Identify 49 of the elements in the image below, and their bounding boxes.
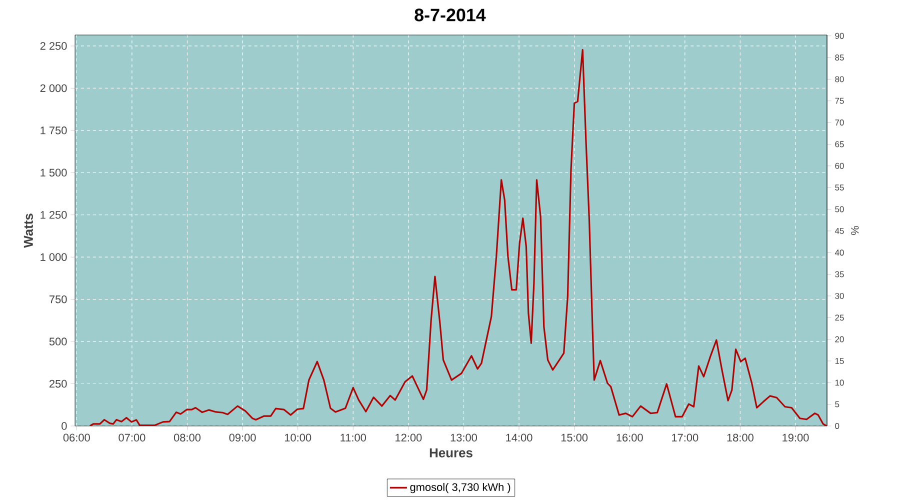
y2-tick-label: 50 (835, 206, 844, 212)
x-tick-label: 08:00 (174, 434, 201, 442)
y2-tick-label: 90 (835, 32, 844, 39)
chart-title: 8-7-2014 (414, 8, 486, 22)
line-series (89, 49, 828, 426)
y2-tick-label: 35 (835, 271, 844, 278)
x-tick-label: 09:00 (229, 434, 256, 442)
y2-tick-label: 55 (835, 184, 844, 191)
y-tick-label: 750 (50, 295, 67, 304)
y2-tick-label: 10 (835, 380, 844, 386)
y-tick-label: 1 000 (40, 253, 67, 261)
x-tick-label: 13:00 (450, 434, 477, 442)
y-axis-title: Watts (24, 214, 33, 248)
y2-tick-label: 15 (835, 358, 844, 364)
y2-tick-label: 20 (835, 336, 844, 342)
y-tick-label: 0 (62, 422, 67, 430)
x-tick-label: 19:00 (782, 434, 809, 442)
x-tick-label: 06:00 (63, 434, 90, 442)
y2-tick-label: 0 (835, 422, 840, 429)
y-tick-label: 500 (49, 338, 67, 346)
y-tick-label: 1 250 (40, 210, 67, 219)
x-tick-label: 17:00 (672, 434, 698, 442)
y2-axis-title: % (851, 226, 859, 235)
x-tick-label: 18:00 (727, 434, 754, 442)
x-tick-label: 11:00 (340, 434, 366, 442)
y2-tick-label: 75 (835, 98, 844, 104)
y-tick-label: 1 500 (40, 168, 67, 177)
y2-tick-label: 30 (835, 292, 844, 299)
x-tick-label: 07:00 (118, 434, 146, 442)
y2-tick-label: 25 (835, 314, 844, 321)
y2-tick-label: 65 (835, 141, 844, 148)
legend-label: gmosol( 3,730 kWh ) (410, 482, 510, 494)
x-tick-label: 12:00 (396, 434, 422, 442)
y-tick-label: 250 (50, 380, 67, 388)
y2-tick-label: 45 (834, 228, 844, 234)
x-axis-title: Heures (430, 448, 472, 458)
y2-tick-label: 5 (835, 401, 840, 408)
x-tick-label: 15:00 (561, 434, 588, 442)
y-tick-label: 2 250 (40, 42, 67, 50)
y2-tick-label: 60 (835, 162, 844, 169)
y2-tick-label: 40 (834, 250, 844, 256)
y2-tick-label: 80 (835, 76, 844, 82)
y2-tick-label: 85 (835, 54, 844, 61)
y-tick-label: 2 000 (40, 84, 67, 92)
x-tick-label: 16:00 (616, 434, 643, 442)
x-tick-label: 14:00 (506, 434, 532, 442)
y2-tick-label: 70 (835, 120, 844, 126)
x-tick-label: 10:00 (284, 434, 312, 442)
y-tick-label: 1 750 (40, 126, 67, 134)
